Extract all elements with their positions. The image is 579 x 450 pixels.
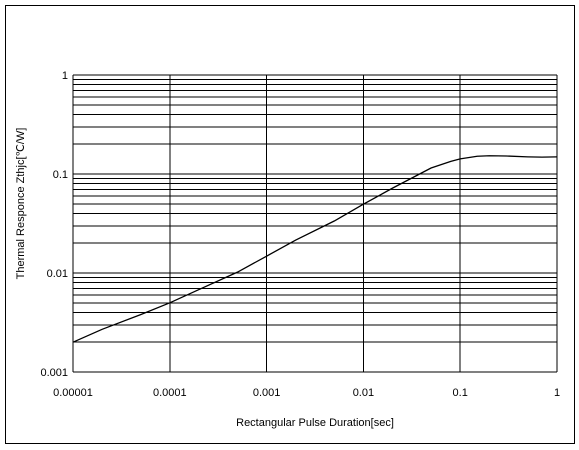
tick-labels: 0.00001 0.0001 0.001 0.01 0.1 1 0.001 0.01 0.1 1 [40, 70, 560, 399]
series-layer [72, 155, 558, 343]
x-axis-label: Rectangular Pulse Duration[sec] [236, 417, 394, 429]
thermal-response-chart: 0.00001 0.0001 0.001 0.01 0.1 10.0010.010.11 … [15, 70, 560, 429]
y-tick-label: 1 [62, 70, 68, 82]
thermal-response-line [72, 155, 558, 343]
x-tick-label: 0.01 [353, 387, 374, 399]
grid [72, 74, 558, 373]
x-tick-label: 0.1 [453, 387, 468, 399]
x-tick-label: 1 [554, 387, 560, 399]
x-tick-label: 0.00001 [53, 387, 93, 399]
x-tick-label: 0.0001 [153, 387, 187, 399]
y-tick-label: 0.01 [47, 268, 68, 280]
y-tick-label: 0.1 [53, 169, 68, 181]
y-axis-label: Thermal Responce Zthjc[℃/W] [15, 128, 27, 280]
x-tick-label: 0.001 [253, 387, 281, 399]
chart-frame: 0.00001 0.0001 0.001 0.01 0.1 1 0.001 0.01 0.1 1 … [5, 5, 575, 444]
y-tick-label: 0.001 [40, 367, 68, 379]
